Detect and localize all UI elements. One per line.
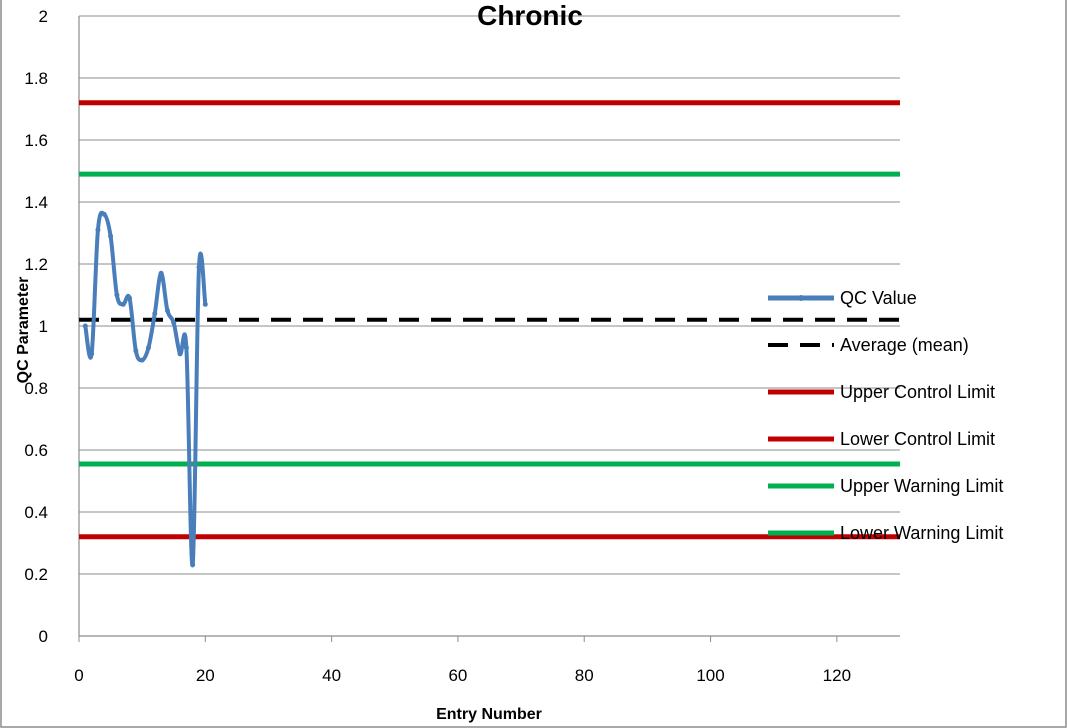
legend-label-upper-warning-limit: Upper Warning Limit <box>840 476 1003 496</box>
legend-label-upper-control-limit: Upper Control Limit <box>840 382 995 402</box>
legend-marker-qc-value <box>798 295 804 301</box>
qc-value-point-2 <box>89 351 95 357</box>
qc-value-point-11 <box>145 345 151 351</box>
y-tick-label: 1.6 <box>24 131 48 150</box>
qc-value-point-3 <box>95 227 101 233</box>
qc-value-point-13 <box>158 270 164 276</box>
qc-value-point-15 <box>171 320 177 326</box>
y-tick-label: 0.2 <box>24 565 48 584</box>
x-tick-label: 40 <box>322 666 341 685</box>
qc-value-point-19 <box>196 264 202 270</box>
y-tick-label: 1.4 <box>24 193 48 212</box>
qc-value-point-8 <box>127 295 133 301</box>
y-tick-label: 0.6 <box>24 441 48 460</box>
qc-value-point-7 <box>120 301 126 307</box>
legend-label-lower-control-limit: Lower Control Limit <box>840 429 995 449</box>
series-layer <box>79 100 900 568</box>
legend-label-average-mean: Average (mean) <box>840 335 969 355</box>
x-tick-label: 0 <box>74 666 83 685</box>
y-tick-label: 0.8 <box>24 379 48 398</box>
x-tick-label: 80 <box>575 666 594 685</box>
qc-value-point-6 <box>114 292 120 298</box>
y-tick-label: 1.2 <box>24 255 48 274</box>
x-tick-label: 20 <box>196 666 215 685</box>
qc-value-point-14 <box>164 308 170 313</box>
legend-label-qc-value: QC Value <box>840 288 917 308</box>
y-tick-label: 1.8 <box>24 69 48 88</box>
qc-value-point-5 <box>108 233 114 239</box>
axes: 00.20.40.60.811.21.41.61.820 20 40 60 80 100 1… <box>24 7 900 685</box>
qc-value-point-18 <box>190 562 196 568</box>
qc-value-point-4 <box>101 211 107 217</box>
x-axis-title: Entry Number <box>436 706 542 723</box>
chart-title: Chronic <box>477 0 583 31</box>
y-tick-label: 1 <box>39 317 48 336</box>
qc-value-point-1 <box>82 323 88 329</box>
gridlines <box>79 15 900 575</box>
qc-value-point-17 <box>183 345 189 351</box>
qc-value-point-9 <box>133 348 139 354</box>
qc-value-point-16 <box>177 351 183 357</box>
y-tick-label: 0.4 <box>24 503 48 522</box>
y-tick-label: 0 <box>39 627 48 646</box>
x-tick-label: 100 <box>696 666 724 685</box>
y-tick-label: 2 <box>39 7 48 26</box>
x-tick-label: 60 <box>448 666 467 685</box>
legend-label-lower-warning-limit: Lower Warning Limit <box>840 523 1003 543</box>
qc-value-point-20 <box>202 301 208 307</box>
legend: QC Value Average (mean) Upper Control Limi… <box>768 288 1003 543</box>
qc-value-point-12 <box>152 311 158 317</box>
y-axis-title: QC Parameter <box>15 277 32 384</box>
x-tick-label: 120 <box>823 666 851 685</box>
qc-value-point-10 <box>139 357 145 363</box>
